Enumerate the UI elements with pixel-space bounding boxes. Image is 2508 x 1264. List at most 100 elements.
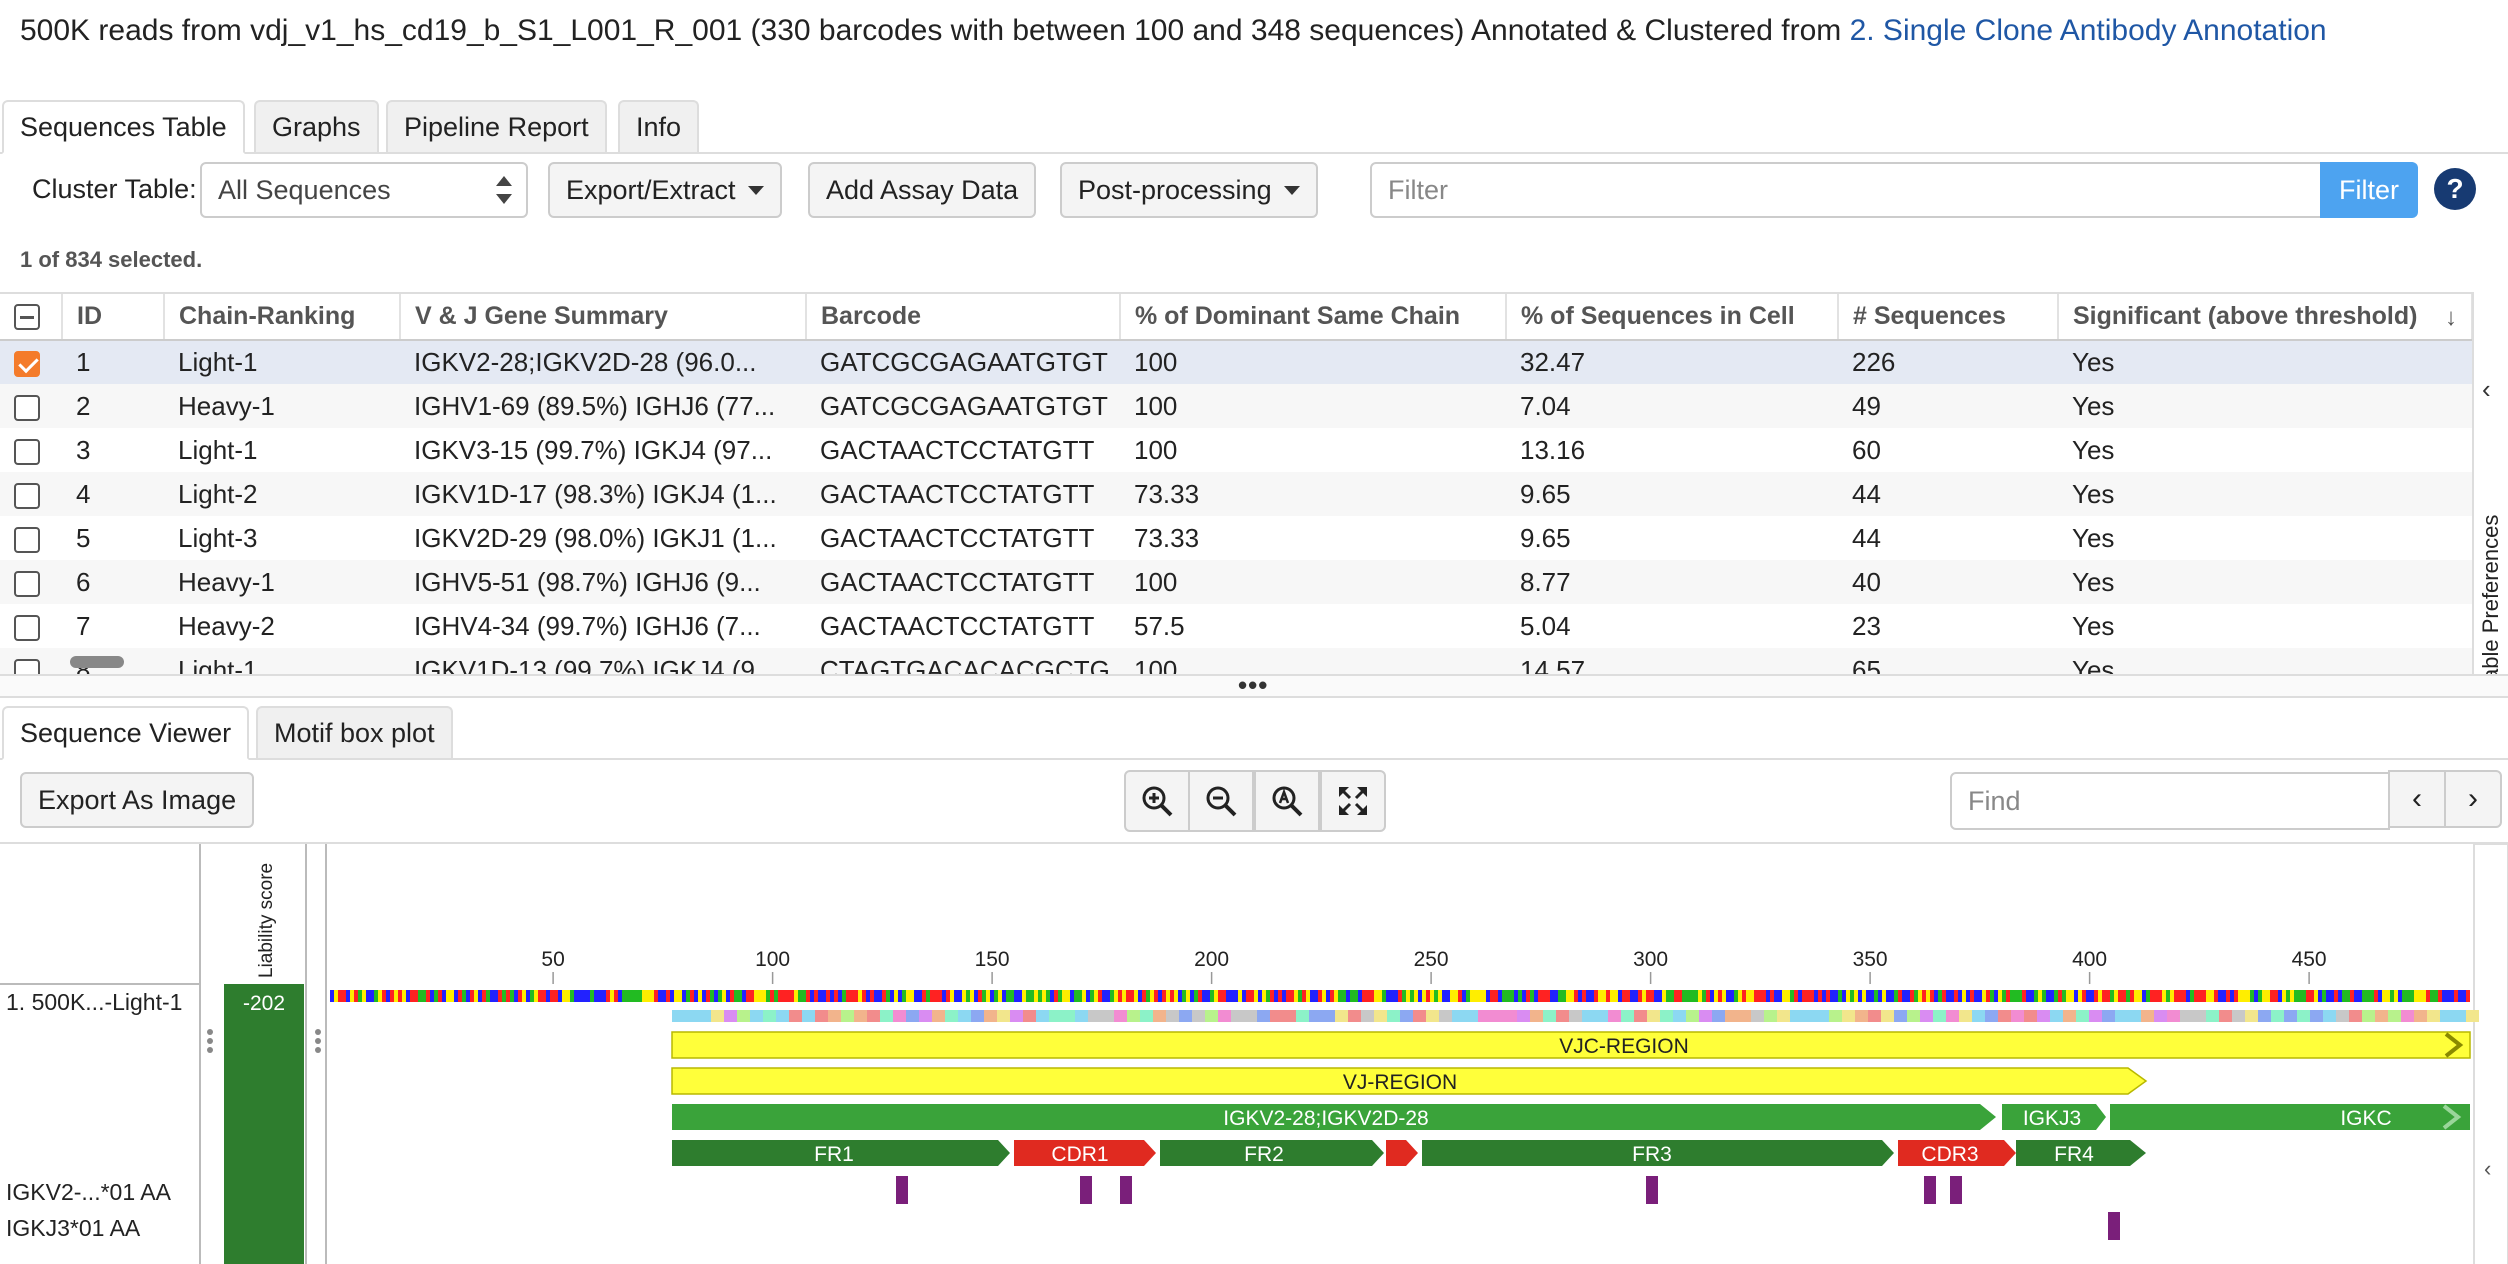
row-select-cell[interactable] xyxy=(0,428,62,472)
amino-acid-cell xyxy=(1855,1010,1868,1022)
export-as-image-button[interactable]: Export As Image xyxy=(20,772,255,828)
v-gene-annotation[interactable]: IGKV2-28;IGKV2D-28 xyxy=(672,1104,1996,1130)
drag-handle-icon[interactable] xyxy=(207,1029,213,1053)
chevron-left-icon[interactable]: ‹ xyxy=(2482,374,2491,404)
col-header-id[interactable]: ID xyxy=(62,294,165,341)
tab-graphs[interactable]: Graphs xyxy=(254,100,379,152)
table-horizontal-scrollbar[interactable] xyxy=(70,656,124,668)
row-select-cell[interactable] xyxy=(0,340,62,384)
fullscreen-button[interactable] xyxy=(1320,770,1386,832)
ruler-tick-label: 400 xyxy=(2072,948,2107,971)
table-row[interactable]: 7 Heavy-2 IGHV4-34 (99.7%) IGHJ6 (7... GACT… xyxy=(0,604,2472,648)
nucleotide-cell xyxy=(1226,990,1230,1002)
zoom-fit-button[interactable] xyxy=(1254,770,1320,832)
row-checkbox[interactable] xyxy=(14,438,40,465)
row-select-cell[interactable] xyxy=(0,384,62,428)
nucleotide-cell xyxy=(1514,990,1518,1002)
row-select-cell[interactable] xyxy=(0,472,62,516)
splitter-handle-icon[interactable]: ••• xyxy=(1238,670,1269,700)
row-select-cell[interactable] xyxy=(0,560,62,604)
row-checkbox[interactable] xyxy=(14,351,40,378)
row-checkbox[interactable] xyxy=(14,614,40,641)
fr4-annotation[interactable]: FR4 xyxy=(2016,1140,2146,1166)
select-all-header[interactable] xyxy=(0,294,63,341)
fr3-annotation[interactable]: FR3 xyxy=(1422,1140,1894,1166)
table-row[interactable]: 1 Light-1 IGKV2-28;IGKV2D-28 (96.0... GATCG… xyxy=(0,340,2472,384)
nucleotide-cell xyxy=(1290,990,1294,1002)
cell-vj-summary: IGHV4-34 (99.7%) IGHJ6 (7... xyxy=(414,610,761,641)
table-row[interactable]: 4 Light-2 IGKV1D-17 (98.3%) IGKJ4 (1... GAC… xyxy=(0,472,2472,516)
help-icon[interactable]: ? xyxy=(2434,168,2476,210)
table-preferences-panel[interactable]: Table Preferences xyxy=(2472,292,2508,692)
viewer-scrollbar[interactable] xyxy=(2473,844,2508,1264)
nucleotide-cell xyxy=(2062,990,2066,1002)
row-select-cell[interactable] xyxy=(0,516,62,560)
col-header-significant[interactable]: Significant (above threshold) ↓ xyxy=(2058,294,2472,341)
post-processing-button[interactable]: Post-processing xyxy=(1060,162,1318,218)
row-select-cell[interactable] xyxy=(0,604,62,648)
tab-sequence-viewer[interactable]: Sequence Viewer xyxy=(2,706,250,760)
cdr1-annotation[interactable]: CDR1 xyxy=(1014,1140,1156,1166)
table-row[interactable]: 2 Heavy-1 IGHV1-69 (89.5%) IGHJ6 (77... GAT… xyxy=(0,384,2472,428)
tab-pipeline-report[interactable]: Pipeline Report xyxy=(386,100,607,152)
nucleotide-cell xyxy=(2330,990,2334,1002)
cdr3-annotation[interactable]: CDR3 xyxy=(1898,1140,2016,1166)
fr2-annotation[interactable]: FR2 xyxy=(1160,1140,1384,1166)
tab-sequences-table[interactable]: Sequences Table xyxy=(2,100,245,154)
j-gene-annotation[interactable]: IGKJ3 xyxy=(2002,1104,2106,1130)
find-next-button[interactable]: › xyxy=(2444,770,2502,828)
find-previous-button[interactable]: ‹ xyxy=(2388,770,2446,828)
nucleotide-cell xyxy=(374,990,378,1002)
row-checkbox[interactable] xyxy=(14,526,40,553)
filter-button[interactable]: Filter xyxy=(2320,162,2418,218)
find-input[interactable]: Find xyxy=(1950,772,2390,830)
add-assay-data-button[interactable]: Add Assay Data xyxy=(808,162,1037,218)
nucleotide-cell xyxy=(454,990,458,1002)
row-checkbox[interactable] xyxy=(14,482,40,509)
col-header-seq-in-cell[interactable]: % of Sequences in Cell xyxy=(1506,294,1839,341)
vj-region-annotation[interactable]: VJ-REGION xyxy=(671,1067,2148,1095)
zoom-in-button[interactable] xyxy=(1124,770,1190,832)
row-select-cell[interactable] xyxy=(0,648,62,674)
col-header-chain-ranking[interactable]: Chain-Ranking xyxy=(164,294,401,341)
vjc-region-annotation[interactable]: VJC-REGION xyxy=(671,1031,2471,1059)
nucleotide-cell xyxy=(1606,990,1610,1002)
zoom-out-button[interactable] xyxy=(1188,770,1254,832)
filter-input[interactable]: Filter xyxy=(1370,162,2322,218)
cdr2-annotation[interactable] xyxy=(1386,1140,1418,1166)
nucleotide-cell xyxy=(462,990,466,1002)
tab-motif-box-plot[interactable]: Motif box plot xyxy=(256,706,453,758)
row-checkbox[interactable] xyxy=(14,570,40,597)
row-checkbox[interactable] xyxy=(14,658,40,674)
tab-info[interactable]: Info xyxy=(618,100,700,152)
c-gene-annotation[interactable]: IGKC xyxy=(2110,1104,2470,1130)
nucleotide-cell xyxy=(2450,990,2454,1002)
col-header-barcode[interactable]: Barcode xyxy=(806,294,1121,341)
nucleotide-cell xyxy=(626,990,630,1002)
nucleotide-cell xyxy=(566,990,570,1002)
drag-handle-icon[interactable] xyxy=(315,1029,321,1053)
row-checkbox[interactable] xyxy=(14,394,40,421)
export-extract-button[interactable]: Export/Extract xyxy=(548,162,782,218)
nucleotide-cell xyxy=(354,990,358,1002)
position-ruler: 50100150200250300350400450500 xyxy=(541,948,2327,984)
table-row[interactable]: 6 Heavy-1 IGHV5-51 (98.7%) IGHJ6 (9... GACT… xyxy=(0,560,2472,604)
table-row[interactable]: 3 Light-1 IGKV3-15 (99.7%) IGKJ4 (97... GAC… xyxy=(0,428,2472,472)
source-link[interactable]: 2. Single Clone Antibody Annotation xyxy=(1849,14,2327,47)
fr1-annotation[interactable]: FR1 xyxy=(672,1140,1010,1166)
select-all-checkbox[interactable] xyxy=(14,304,40,331)
ruler-tick-label: 150 xyxy=(975,948,1010,971)
chevron-left-icon[interactable]: ‹ xyxy=(2484,1156,2491,1181)
col-header-vj-summary[interactable]: V & J Gene Summary xyxy=(400,294,807,341)
nucleotide-cell xyxy=(2458,990,2462,1002)
cluster-table-select[interactable]: All Sequences xyxy=(200,162,528,218)
col-header-dominant-same-chain[interactable]: % of Dominant Same Chain xyxy=(1120,294,1507,341)
nucleotide-cell xyxy=(922,990,926,1002)
nucleotide-cell xyxy=(1434,990,1438,1002)
table-row[interactable]: 5 Light-3 IGKV2D-29 (98.0%) IGKJ1 (1... GAC… xyxy=(0,516,2472,560)
cell-num-sequences: 60 xyxy=(1852,434,1881,465)
col-header-num-sequences[interactable]: # Sequences xyxy=(1838,294,2059,341)
sort-desc-icon[interactable]: ↓ xyxy=(2445,304,2457,331)
pane-splitter[interactable]: ••• xyxy=(0,670,2508,700)
